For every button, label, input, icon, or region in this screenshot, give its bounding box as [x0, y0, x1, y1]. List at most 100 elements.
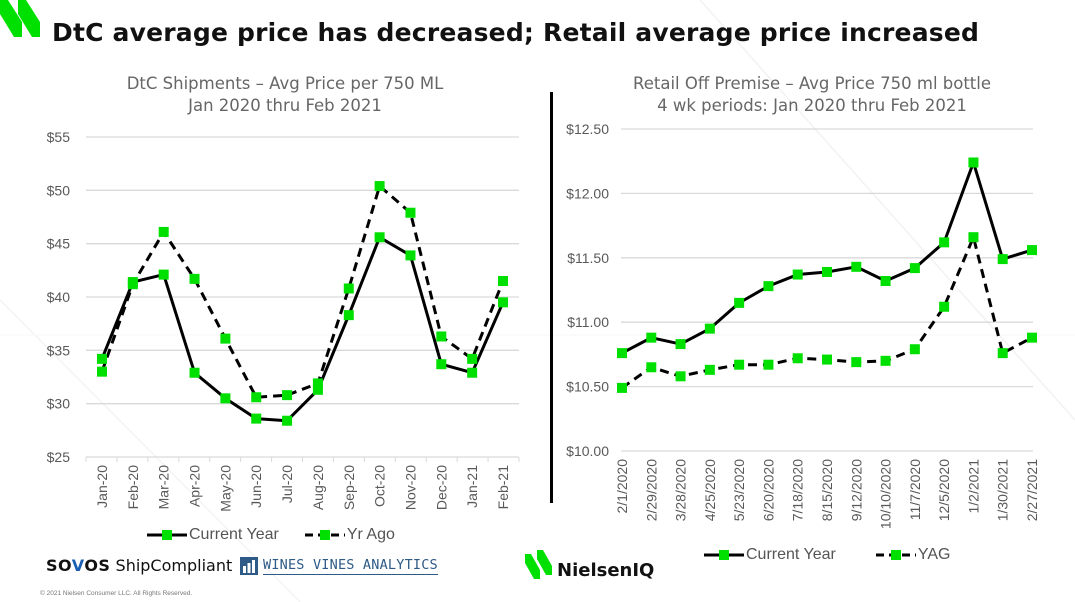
dtc-data-point-current-year	[158, 269, 169, 280]
wva-text: WINES VINES ANALYTICS	[263, 557, 438, 575]
dtc-x-tick-label: Sep-20	[341, 465, 357, 510]
legend-item-yag: YAG	[875, 546, 951, 564]
dtc-x-tick-label: Mar-20	[156, 465, 172, 510]
retail-data-point-yag	[617, 382, 627, 393]
dtc-data-point-current-year	[251, 413, 262, 424]
dtc-data-point-current-year	[189, 367, 200, 378]
retail-data-point-yag	[880, 355, 891, 366]
retail-y-tick-label: $12.00	[566, 185, 609, 201]
dtc-data-point-current-year	[97, 353, 107, 364]
legend-label: YAG	[917, 546, 951, 563]
dtc-y-tick-label: $55	[47, 129, 71, 145]
dtc-data-point-yr-ago	[405, 207, 416, 218]
retail-data-point-yag	[968, 232, 979, 243]
copyright-notice: © 2021 Nielsen Consumer LLC. All Rights …	[40, 590, 193, 597]
dtc-data-point-yr-ago	[97, 366, 107, 377]
retail-data-point-yag	[909, 344, 920, 355]
retail-data-point-yag	[763, 359, 774, 370]
retail-data-point-current-year	[851, 261, 862, 272]
dtc-data-point-yr-ago	[343, 283, 354, 294]
retail-chart-legend: Current Year YAG	[704, 546, 990, 564]
nielseniq-logo-mark-icon	[525, 550, 552, 579]
retail-x-tick-label: 1/30/2021	[995, 459, 1011, 521]
retail-x-tick-label: 2/27/2021	[1024, 459, 1040, 521]
chart-divider	[550, 92, 553, 503]
retail-x-tick-label: 1/2/2021	[965, 459, 981, 514]
dtc-y-tick-label: $25	[47, 449, 71, 465]
retail-chart-title: Retail Off Premise – Avg Price 750 ml bo…	[612, 73, 1012, 117]
retail-y-tick-label: $12.50	[566, 121, 609, 137]
dtc-x-tick-label: Jan-21	[464, 465, 480, 508]
dtc-x-tick-label: May-20	[217, 465, 233, 512]
dtc-x-tick-label: Feb-20	[125, 465, 141, 510]
legend-item-yr-ago: Yr Ago	[304, 526, 395, 544]
dtc-data-point-current-year	[312, 384, 323, 395]
dtc-x-tick-label: Jun-20	[248, 465, 264, 508]
dtc-chart-subtitle: Jan 2020 thru Feb 2021	[188, 96, 382, 115]
dtc-y-tick-label: $35	[47, 342, 71, 358]
retail-data-point-current-year	[822, 266, 832, 277]
dtc-x-tick-label: Jan-20	[94, 465, 110, 508]
dtc-x-tick-label: Oct-20	[372, 465, 388, 507]
legend-label: Current Year	[746, 546, 836, 563]
retail-data-point-current-year	[763, 281, 774, 292]
retail-data-point-current-year	[617, 348, 627, 359]
dtc-y-tick-label: $30	[47, 396, 71, 412]
dtc-data-point-yr-ago	[312, 378, 323, 389]
dtc-data-point-current-year	[405, 250, 416, 261]
legend-solid-line-icon	[704, 550, 744, 560]
retail-data-point-current-year	[734, 297, 745, 308]
retail-data-point-current-year	[968, 157, 979, 168]
retail-data-point-current-year	[880, 275, 891, 286]
retail-x-tick-label: 6/20/2020	[760, 459, 776, 521]
retail-series-line-yag	[621, 235, 1033, 390]
legend-item-current-year: Current Year	[147, 526, 279, 544]
legend-dashed-line-icon	[304, 530, 345, 540]
retail-x-tick-label: 12/5/2020	[936, 459, 952, 521]
nielseniq-wordmark: NielsenIQ	[557, 560, 655, 581]
retail-data-point-current-year	[675, 339, 686, 350]
dtc-chart-title-line1: DtC Shipments – Avg Price per 750 ML	[126, 74, 444, 93]
retail-x-tick-label: 8/15/2020	[819, 459, 835, 521]
retail-x-tick-label: 9/12/2020	[848, 459, 864, 521]
dtc-x-tick-label: Jul-20	[279, 465, 295, 503]
retail-x-tick-label: 5/23/2020	[731, 459, 747, 521]
dtc-data-point-current-year	[436, 359, 447, 370]
page-title: DtC average price has decreased; Retail …	[52, 18, 980, 47]
dtc-data-point-yr-ago	[158, 226, 169, 237]
dtc-x-tick-label: Apr-20	[187, 465, 203, 507]
dtc-data-point-current-year	[343, 310, 354, 321]
dtc-y-tick-label: $40	[47, 289, 71, 305]
nielseniq-logo: NielsenIQ	[525, 550, 655, 581]
dtc-data-point-current-year	[220, 393, 231, 404]
retail-data-point-yag	[646, 362, 657, 373]
retail-data-point-current-year	[646, 332, 657, 343]
wines-vines-analytics-logo: WINES VINES ANALYTICS	[240, 557, 438, 575]
dtc-series-line-yr-ago	[100, 184, 505, 399]
retail-data-point-current-year	[704, 323, 715, 334]
sovos-shipcompliant-logo: SOVOS ShipCompliant	[46, 556, 232, 575]
nielseniq-logo-mark-icon	[0, 0, 40, 37]
dtc-y-tick-label: $50	[47, 182, 71, 198]
retail-chart-subtitle: 4 wk periods: Jan 2020 thru Feb 2021	[657, 96, 967, 115]
dtc-data-point-current-year	[467, 367, 478, 378]
retail-x-tick-label: 7/18/2020	[790, 459, 806, 521]
dtc-chart-title: DtC Shipments – Avg Price per 750 ML Jan…	[85, 73, 485, 117]
retail-x-tick-label: 4/25/2020	[702, 459, 718, 521]
bar-chart-logo-icon	[240, 557, 258, 575]
retail-data-point-current-year	[939, 237, 950, 248]
dtc-x-tick-label: Feb-21	[495, 465, 511, 510]
retail-x-tick-label: 11/7/2020	[907, 459, 923, 520]
legend-item-current-year: Current Year	[704, 546, 836, 564]
retail-data-point-current-year	[792, 269, 803, 280]
sovos-brand: SOVOS	[46, 556, 111, 575]
retail-data-point-yag	[851, 357, 862, 368]
dtc-data-point-yr-ago	[374, 181, 385, 192]
dtc-data-point-yr-ago	[189, 273, 200, 284]
retail-x-tick-label: 2/1/2020	[614, 459, 630, 514]
retail-data-point-yag	[792, 353, 803, 364]
dtc-data-point-yr-ago	[220, 333, 231, 344]
dtc-data-point-yr-ago	[467, 353, 478, 364]
